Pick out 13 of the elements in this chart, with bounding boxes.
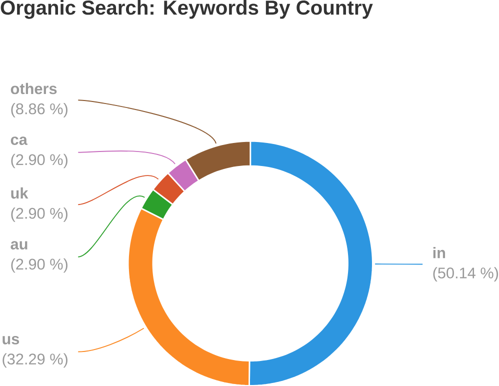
data-label: (2.90 %) xyxy=(11,258,68,272)
slice-label: ca xyxy=(10,136,28,145)
slice-label: in xyxy=(433,246,446,258)
data-label: (50.14 %) xyxy=(433,266,498,282)
slice-label: au xyxy=(10,240,28,250)
slice-label: others xyxy=(10,82,57,94)
slice-label: uk xyxy=(11,187,28,198)
data-label: (8.86 %) xyxy=(11,102,68,118)
data-label: (32.29 %) xyxy=(2,353,68,368)
slice-label: us xyxy=(2,336,20,344)
data-label: (2.90 %) xyxy=(11,207,68,222)
data-label: (2.90 %) xyxy=(11,154,68,168)
chart-title: Organic Search: Keywords By Country xyxy=(0,0,373,19)
